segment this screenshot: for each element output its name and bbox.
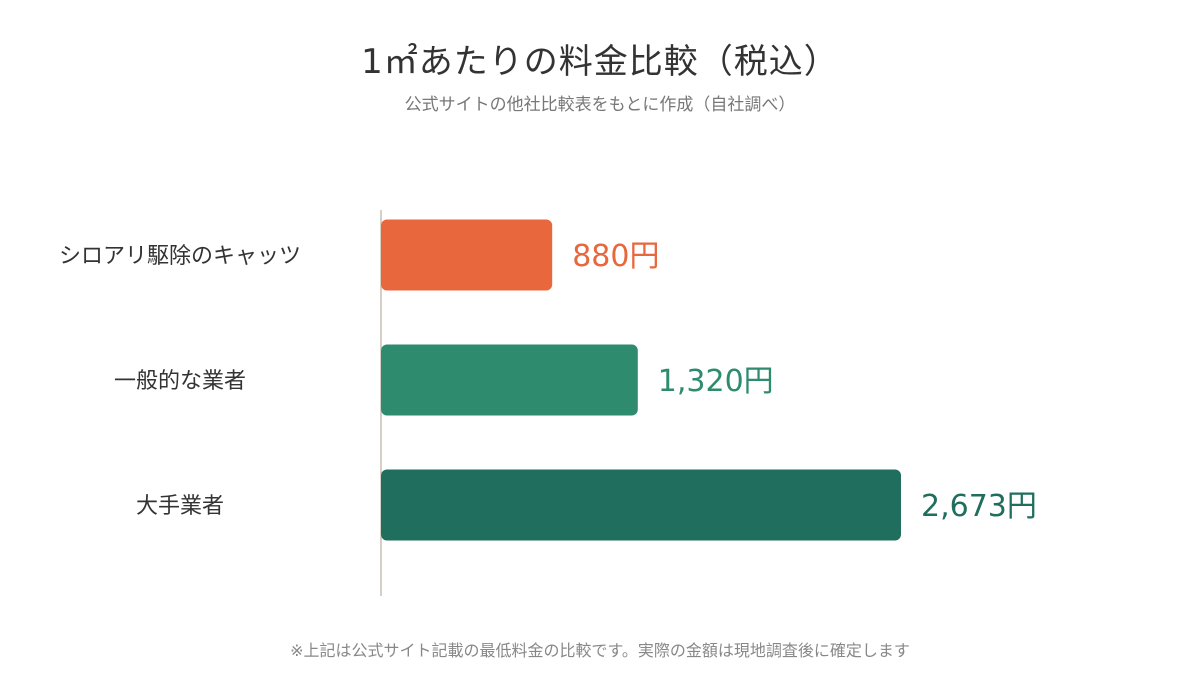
value-label: 880円 [572, 239, 659, 274]
category-label: 一般的な業者 [114, 369, 246, 394]
category-label: シロアリ駆除のキャッツ [59, 244, 301, 269]
bar [381, 469, 901, 541]
value-label: 2,673円 [921, 489, 1037, 524]
category-label: 大手業者 [136, 494, 224, 519]
bar [381, 344, 638, 416]
footnote: ※上記は公式サイト記載の最低料金の比較です。実際の金額は現地調査後に確定します [290, 641, 910, 660]
value-label: 1,320円 [658, 364, 774, 399]
chart-subtitle: 公式サイトの他社比較表をもとに作成（自社調べ） [404, 95, 796, 115]
chart-title: 1㎡あたりの料金比較（税込） [361, 42, 839, 82]
bar [381, 219, 553, 291]
